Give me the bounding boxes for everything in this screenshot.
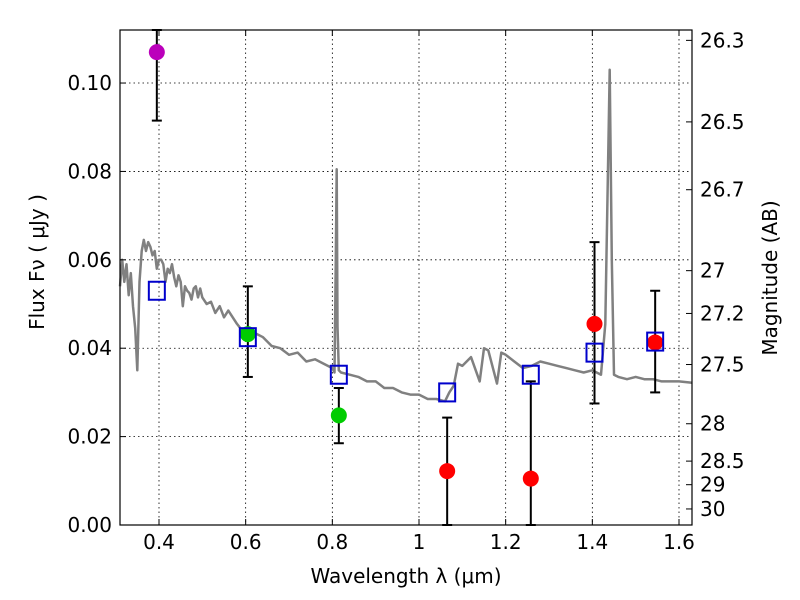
right-tick-label: 26.3 [700,28,745,52]
right-tick-label: 27.5 [700,353,745,377]
right-tick-label: 26.7 [700,178,745,202]
model-point [646,331,665,352]
right-axis-label: Magnitude (AB) [758,200,782,355]
point-layer [148,44,664,487]
x-tick-label: 0.6 [230,530,262,554]
errorbar-layer [151,29,661,526]
right-tick-label: 27 [700,259,725,283]
data-point [239,326,256,343]
right-tick-label: 28.5 [700,449,745,473]
y-ticks: 0.00 0.02 0.04 0.06 0.08 0.10 [67,71,126,537]
right-tick-label: 26.5 [700,110,745,134]
data-point [148,44,165,61]
x-tick-label: 1 [413,530,426,554]
y-tick-label: 0.00 [67,513,112,537]
plot-frame [119,29,693,526]
x-ticks: 0.4 0.6 0.8 1 1.2 1.4 1.6 [143,30,695,554]
y-tick-label: 0.08 [67,159,112,183]
spectrum-line [118,68,693,403]
model-layer [147,280,665,403]
right-tick-label: 28 [700,412,725,436]
y-axis-label: Flux Fν ( μJy ) [25,194,49,330]
y-tick-label: 0.06 [67,248,112,272]
x-axis-label: Wavelength λ (μm) [310,564,501,588]
x-tick-label: 1.6 [663,530,695,554]
x-tick-label: 1.4 [576,530,608,554]
data-point [439,463,456,480]
data-point [586,315,603,332]
model-point [238,327,257,348]
model-point [438,382,457,403]
x-tick-label: 0.8 [316,530,348,554]
y-tick-label: 0.02 [67,425,112,449]
y-tick-label: 0.04 [67,336,112,360]
data-point [647,334,664,351]
data-point [330,407,347,424]
x-tick-label: 1.2 [490,530,522,554]
right-tick-label: 30 [700,497,725,521]
right-tick-label: 29 [700,473,725,497]
spectrum-layer [118,68,693,403]
data-point [522,470,539,487]
model-point [329,364,348,385]
grid-layer [120,30,692,525]
model-point [585,342,604,363]
model-point [147,280,166,301]
model-point [521,364,540,385]
right-tick-label: 27.2 [700,301,745,325]
x-tick-label: 0.4 [143,530,175,554]
y-tick-label: 0.10 [67,71,112,95]
